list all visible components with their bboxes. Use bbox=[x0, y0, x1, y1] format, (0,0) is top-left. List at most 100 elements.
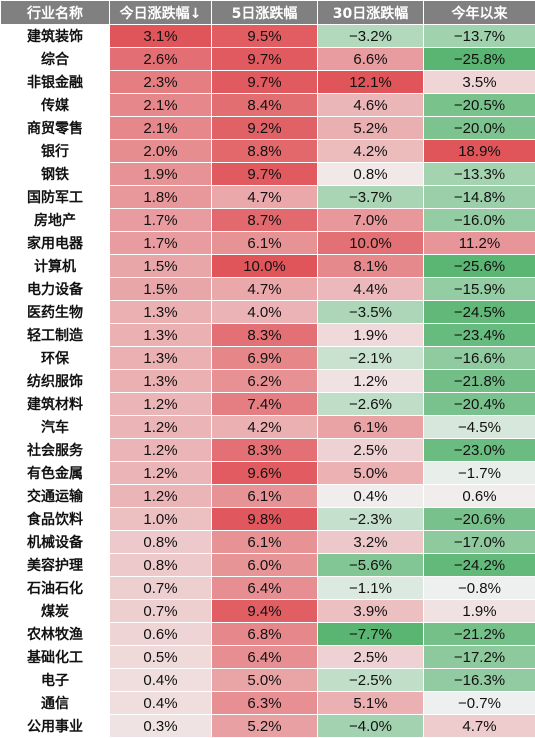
30day-change-cell: −4.0% bbox=[318, 715, 424, 738]
30day-change-cell: 6.6% bbox=[318, 48, 424, 71]
today-change-cell: 1.5% bbox=[110, 255, 212, 278]
5day-change-cell: 4.7% bbox=[212, 278, 318, 301]
30day-change-cell: 0.8% bbox=[318, 163, 424, 186]
today-change-cell: 1.2% bbox=[110, 439, 212, 462]
ytd-change-cell: −20.5% bbox=[424, 94, 535, 117]
30day-change-cell: −3.5% bbox=[318, 301, 424, 324]
today-change-cell: 1.2% bbox=[110, 393, 212, 416]
industry-name-cell: 电子 bbox=[1, 669, 110, 692]
industry-name-cell: 建筑材料 bbox=[1, 393, 110, 416]
ytd-change-cell: −24.5% bbox=[424, 301, 535, 324]
today-change-cell: 2.3% bbox=[110, 71, 212, 94]
today-change-cell: 1.3% bbox=[110, 301, 212, 324]
30day-change-cell: 5.2% bbox=[318, 117, 424, 140]
ytd-change-cell: 1.9% bbox=[424, 600, 535, 623]
today-change-cell: 0.5% bbox=[110, 646, 212, 669]
5day-change-cell: 5.0% bbox=[212, 669, 318, 692]
30day-change-cell: −5.6% bbox=[318, 554, 424, 577]
30day-change-cell: −1.1% bbox=[318, 577, 424, 600]
header-ytd-change[interactable]: 今年以来 bbox=[424, 1, 535, 25]
industry-name-cell: 社会服务 bbox=[1, 439, 110, 462]
industry-name-cell: 煤炭 bbox=[1, 600, 110, 623]
today-change-cell: 1.2% bbox=[110, 462, 212, 485]
industry-name-cell: 纺织服饰 bbox=[1, 370, 110, 393]
industry-name-cell: 轻工制造 bbox=[1, 324, 110, 347]
30day-change-cell: 7.0% bbox=[318, 209, 424, 232]
ytd-change-cell: −14.8% bbox=[424, 186, 535, 209]
today-change-cell: 0.3% bbox=[110, 715, 212, 738]
ytd-change-cell: 18.9% bbox=[424, 140, 535, 163]
industry-name-cell: 钢铁 bbox=[1, 163, 110, 186]
industry-name-cell: 美容护理 bbox=[1, 554, 110, 577]
5day-change-cell: 9.7% bbox=[212, 48, 318, 71]
ytd-change-cell: −1.7% bbox=[424, 462, 535, 485]
ytd-change-cell: −21.8% bbox=[424, 370, 535, 393]
industry-name-cell: 医药生物 bbox=[1, 301, 110, 324]
30day-change-cell: −2.6% bbox=[318, 393, 424, 416]
ytd-change-cell: −13.3% bbox=[424, 163, 535, 186]
today-change-cell: 2.6% bbox=[110, 48, 212, 71]
industry-name-cell: 环保 bbox=[1, 347, 110, 370]
30day-change-cell: −2.3% bbox=[318, 508, 424, 531]
today-change-cell: 0.8% bbox=[110, 531, 212, 554]
header-industry-name[interactable]: 行业名称 bbox=[1, 1, 110, 25]
5day-change-cell: 8.7% bbox=[212, 209, 318, 232]
30day-change-cell: −2.1% bbox=[318, 347, 424, 370]
industry-name-cell: 商贸零售 bbox=[1, 117, 110, 140]
5day-change-cell: 8.3% bbox=[212, 324, 318, 347]
5day-change-cell: 6.9% bbox=[212, 347, 318, 370]
30day-change-cell: 12.1% bbox=[318, 71, 424, 94]
ytd-change-cell: −24.2% bbox=[424, 554, 535, 577]
today-change-cell: 2.0% bbox=[110, 140, 212, 163]
today-change-cell: 0.8% bbox=[110, 554, 212, 577]
industry-name-cell: 综合 bbox=[1, 48, 110, 71]
ytd-change-cell: −20.0% bbox=[424, 117, 535, 140]
5day-change-cell: 4.0% bbox=[212, 301, 318, 324]
30day-change-cell: 2.5% bbox=[318, 439, 424, 462]
30day-change-cell: 6.1% bbox=[318, 416, 424, 439]
ytd-change-cell: −15.9% bbox=[424, 278, 535, 301]
today-change-cell: 0.4% bbox=[110, 669, 212, 692]
today-change-cell: 0.7% bbox=[110, 577, 212, 600]
ytd-change-cell: −16.6% bbox=[424, 347, 535, 370]
5day-change-cell: 6.4% bbox=[212, 577, 318, 600]
ytd-change-cell: −20.6% bbox=[424, 508, 535, 531]
5day-change-cell: 6.4% bbox=[212, 646, 318, 669]
industry-name-cell: 建筑装饰 bbox=[1, 25, 110, 48]
industry-name-cell: 计算机 bbox=[1, 255, 110, 278]
ytd-change-cell: 3.5% bbox=[424, 71, 535, 94]
5day-change-cell: 9.2% bbox=[212, 117, 318, 140]
today-change-cell: 3.1% bbox=[110, 25, 212, 48]
5day-change-cell: 7.4% bbox=[212, 393, 318, 416]
industry-name-cell: 电力设备 bbox=[1, 278, 110, 301]
today-change-cell: 1.8% bbox=[110, 186, 212, 209]
ytd-change-cell: 0.6% bbox=[424, 485, 535, 508]
ytd-change-cell: −25.8% bbox=[424, 48, 535, 71]
5day-change-cell: 6.1% bbox=[212, 485, 318, 508]
industry-name-cell: 基础化工 bbox=[1, 646, 110, 669]
today-change-cell: 1.9% bbox=[110, 163, 212, 186]
header-30day-change[interactable]: 30日涨跌幅 bbox=[318, 1, 424, 25]
5day-change-cell: 4.7% bbox=[212, 186, 318, 209]
30day-change-cell: −3.7% bbox=[318, 186, 424, 209]
industry-name-cell: 非银金融 bbox=[1, 71, 110, 94]
ytd-change-cell: −25.6% bbox=[424, 255, 535, 278]
header-today-change[interactable]: 今日涨跌幅↓ bbox=[110, 1, 212, 25]
header-5day-change[interactable]: 5日涨跌幅 bbox=[212, 1, 318, 25]
ytd-change-cell: −23.0% bbox=[424, 439, 535, 462]
